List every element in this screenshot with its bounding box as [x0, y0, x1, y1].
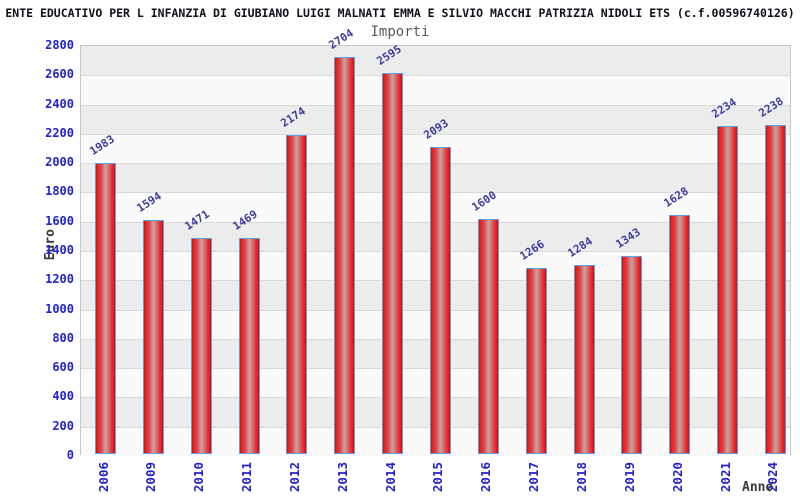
- plot-area: 1983 1594 1471 1469 2174 2704 2595 2093 1600 1266…: [80, 27, 791, 456]
- x-tick-label: 2013: [334, 462, 350, 493]
- x-axis-title: Anno: [742, 480, 774, 495]
- x-tick-label: 2014: [382, 462, 398, 493]
- y-tick-label: 600: [52, 360, 74, 375]
- bar-2024: [764, 125, 786, 454]
- x-tick-label: 2010: [191, 462, 207, 493]
- x-tick-label: 2020: [669, 462, 685, 493]
- bar-2015: [429, 146, 451, 454]
- bar-2018: [573, 265, 595, 454]
- bar-2020: [669, 214, 691, 454]
- x-tick-label: 2016: [478, 462, 494, 493]
- y-tick-label: 1000: [45, 301, 74, 316]
- y-tick-label: 2600: [45, 67, 74, 82]
- x-tick-label: 2017: [526, 462, 542, 493]
- y-tick-label: 2400: [45, 96, 74, 111]
- plot-background-band: [81, 75, 790, 105]
- y-tick-label: 1200: [45, 272, 74, 287]
- y-tick-label: 200: [52, 418, 74, 433]
- bar-2016: [477, 218, 499, 454]
- bar-2014: [382, 73, 404, 454]
- y-tick-label: 400: [52, 389, 74, 404]
- gridline: [81, 104, 790, 106]
- bar-2013: [334, 57, 356, 454]
- y-tick-label: 0: [66, 448, 74, 462]
- x-tick-label: 2011: [239, 462, 255, 493]
- y-tick-label: 2000: [45, 155, 74, 170]
- x-tick-label: 2006: [95, 462, 111, 493]
- y-tick-label: 1600: [45, 213, 74, 228]
- y-tick-label: 2200: [45, 125, 74, 140]
- y-tick-label: 2800: [45, 38, 74, 52]
- x-tick-label: 2018: [574, 462, 589, 493]
- x-tick-label: 2021: [717, 462, 733, 493]
- bar-2006: [95, 162, 116, 454]
- plot-background-band: [81, 46, 790, 76]
- bar-2010: [190, 237, 212, 454]
- gridline: [81, 75, 790, 77]
- y-tick-label: 1400: [45, 243, 74, 257]
- bar-2017: [525, 267, 547, 454]
- chart-subtitle: Importi: [370, 24, 430, 40]
- gridline: [81, 133, 790, 135]
- plot-background-band: [81, 104, 790, 134]
- x-tick-label: 2019: [621, 462, 637, 493]
- bar-2009: [142, 219, 164, 454]
- page-title: ENTE EDUCATIVO PER L INFANZIA DI GIUBIAN…: [5, 6, 795, 20]
- bar-2012: [286, 134, 308, 454]
- bar-2019: [621, 256, 643, 454]
- x-tick-label: 2009: [143, 462, 159, 493]
- y-tick-label: 800: [52, 330, 74, 345]
- x-tick-label: 2015: [430, 462, 446, 493]
- bar-2021: [717, 125, 739, 454]
- y-tick-label: 1800: [45, 184, 74, 199]
- x-tick-label: 2012: [286, 462, 302, 493]
- bar-2011: [238, 237, 260, 454]
